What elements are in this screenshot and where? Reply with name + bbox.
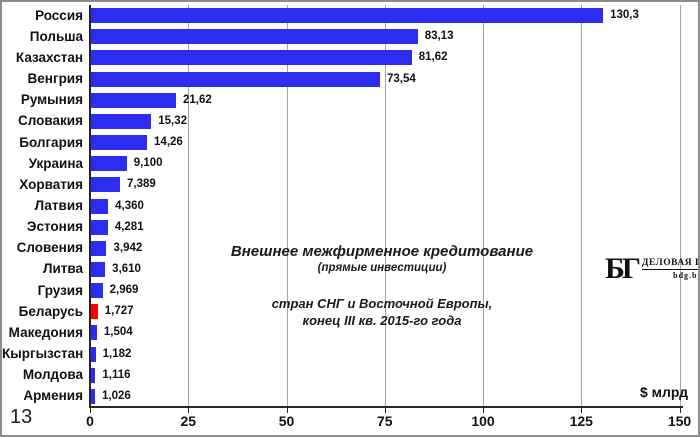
x-tick-0 (90, 408, 91, 413)
logo-text-block: ДЕЛОВАЯ ГАЗЕТА bdg.by (641, 258, 700, 280)
bar-Словения (91, 240, 107, 256)
value-label-Эстония: 4,281 (114, 220, 144, 233)
bar-Венгрия (91, 71, 380, 87)
gridline-x-50 (286, 5, 288, 407)
x-tick-label-50: 50 (278, 413, 295, 429)
category-label-Россия: Россия (35, 7, 83, 23)
category-label-Казахстан: Казахстан (15, 49, 83, 65)
x-tick-100 (483, 408, 484, 413)
chart-title-line-3: стран СНГ и Восточной Европы, (271, 296, 493, 311)
gridline-x-150 (679, 5, 681, 407)
value-label-Словения: 3,942 (113, 241, 143, 254)
category-label-Молдова: Молдова (22, 367, 83, 383)
category-label-Болгария: Болгария (19, 134, 83, 150)
x-tick-label-100: 100 (471, 413, 495, 429)
bar-Беларусь (91, 304, 98, 320)
bar-Кыргызстан (91, 346, 96, 362)
bar-Румыния (91, 92, 176, 108)
category-label-Эстония: Эстония (26, 219, 83, 235)
bar-Словакия (91, 113, 152, 129)
bar-Хорватия (91, 177, 121, 193)
bar-Македония (91, 325, 97, 341)
value-label-Словакия: 15,32 (158, 114, 187, 127)
x-tick-label-0: 0 (86, 413, 94, 429)
bar-Латвия (91, 198, 109, 214)
category-label-Словакия: Словакия (18, 113, 83, 129)
value-label-Армения: 1,026 (102, 389, 131, 402)
value-label-Беларусь: 1,727 (104, 305, 134, 318)
value-label-Венгрия: 73,54 (387, 72, 416, 85)
value-label-Россия: 130,3 (610, 9, 639, 22)
x-axis-line (89, 406, 683, 408)
x-tick-label-150: 150 (667, 413, 692, 429)
logo-monogram: БГ (605, 252, 641, 285)
category-label-Македония: Македония (8, 324, 83, 340)
gridline-x-125 (581, 5, 583, 407)
x-tick-50 (286, 408, 288, 413)
value-label-Польша: 83,13 (424, 30, 454, 43)
x-tick-150 (679, 408, 681, 413)
category-label-Беларусь: Беларусь (18, 303, 83, 319)
x-tick-label-25: 25 (180, 413, 197, 429)
value-label-Румыния: 21,62 (182, 93, 212, 106)
x-tick-label-125: 125 (569, 413, 593, 429)
gridline-x-25 (188, 5, 190, 407)
value-label-Молдова: 1,116 (102, 368, 131, 381)
bar-Россия (91, 8, 604, 24)
value-label-Болгария: 14,26 (154, 136, 183, 149)
category-label-Литва: Литва (42, 261, 83, 277)
bar-Молдова (91, 367, 96, 383)
gridline-x-75 (384, 5, 386, 407)
y-axis-line (89, 5, 91, 407)
category-label-Кыргызстан: Кыргызстан (2, 346, 84, 362)
logo-site-url: bdg.by (673, 271, 700, 280)
value-label-Латвия: 4,360 (115, 199, 144, 212)
bar-Казахстан (91, 50, 412, 66)
bar-Польша (91, 29, 418, 45)
gridline-x-100 (483, 5, 484, 407)
value-label-Кыргызстан: 1,182 (102, 347, 132, 360)
value-label-Македония: 1,504 (103, 326, 133, 339)
publisher-logo: БГ ДЕЛОВАЯ ГАЗЕТА bdg.by (605, 252, 700, 285)
category-label-Грузия: Грузия (37, 282, 83, 298)
category-label-Венгрия: Венгрия (27, 71, 83, 87)
value-label-Казахстан: 81,62 (418, 51, 448, 64)
value-label-Литва: 3,610 (112, 262, 141, 275)
category-label-Словения: Словения (16, 240, 83, 256)
category-label-Украина: Украина (28, 155, 83, 171)
x-axis-unit-label: $ млрд (639, 384, 688, 400)
bar-Грузия (91, 283, 103, 299)
slide-page-number: 13 (10, 406, 33, 428)
x-tick-75 (384, 408, 386, 413)
value-label-Украина: 9,100 (133, 157, 163, 170)
bar-Украина (91, 156, 127, 172)
logo-name: ДЕЛОВАЯ ГАЗЕТА (641, 258, 698, 270)
bar-Болгария (91, 135, 148, 151)
value-label-Грузия: 2,969 (109, 284, 139, 297)
category-label-Польша: Польша (29, 28, 83, 44)
category-label-Латвия: Латвия (34, 198, 83, 213)
x-tick-25 (188, 408, 190, 413)
chart-title-line-1: Внешнее межфирменное кредитование (230, 243, 534, 260)
x-tick-label-75: 75 (376, 413, 393, 429)
chart-title-line-2: (прямые инвестиции) (317, 262, 447, 274)
value-label-Хорватия: 7,389 (127, 178, 156, 191)
chart-title-line-4: конец III кв. 2015-го года (302, 313, 462, 328)
bar-Армения (91, 388, 96, 404)
category-label-Румыния: Румыния (20, 92, 83, 108)
category-label-Хорватия: Хорватия (19, 176, 83, 192)
x-tick-125 (581, 408, 583, 413)
bar-Литва (91, 261, 106, 277)
bar-Эстония (91, 219, 108, 235)
category-label-Армения: Армения (23, 388, 83, 404)
